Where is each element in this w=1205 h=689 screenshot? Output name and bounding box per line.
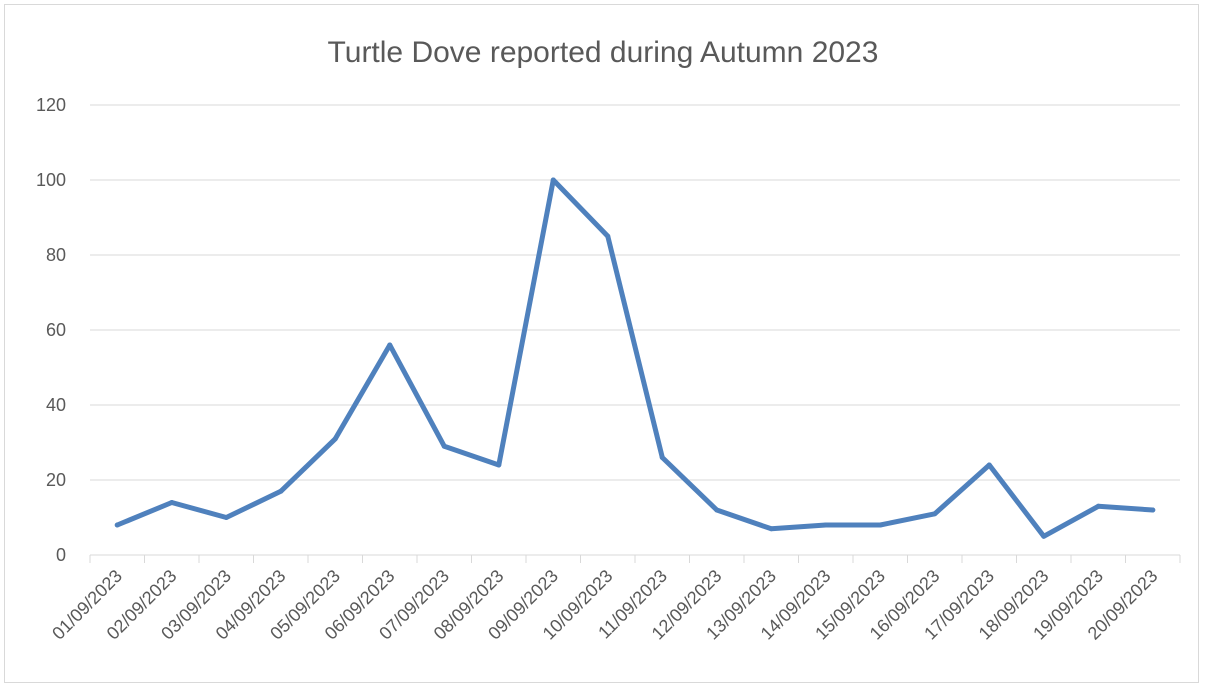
data-point bbox=[714, 507, 720, 513]
data-point bbox=[986, 462, 992, 468]
y-tick-label: 100 bbox=[36, 170, 66, 190]
data-point bbox=[278, 488, 284, 494]
series-layer bbox=[114, 177, 1156, 539]
data-point bbox=[169, 500, 175, 505]
chart-title: Turtle Dove reported during Autumn 2023 bbox=[328, 36, 879, 69]
data-point bbox=[496, 462, 502, 468]
data-point bbox=[387, 342, 393, 348]
data-point bbox=[332, 436, 338, 442]
gridlines bbox=[90, 104, 1180, 481]
y-axis: 0 20 40 60 80 100 120 bbox=[36, 95, 66, 565]
x-axis: 01/09/202302/09/202303/09/202304/09/2023… bbox=[48, 554, 1181, 644]
y-tick-label: 0 bbox=[56, 545, 66, 565]
chart-area bbox=[4, 4, 1199, 683]
data-point bbox=[1150, 507, 1156, 513]
y-tick-label: 60 bbox=[46, 320, 66, 340]
series-line bbox=[114, 177, 1156, 539]
data-point bbox=[114, 522, 120, 528]
data-point bbox=[1041, 533, 1047, 539]
y-tick-label: 80 bbox=[46, 245, 66, 265]
data-point bbox=[550, 177, 556, 183]
y-tick-label: 40 bbox=[46, 395, 66, 415]
data-point bbox=[768, 526, 774, 532]
data-point bbox=[659, 455, 665, 460]
y-tick-label: 20 bbox=[46, 470, 66, 490]
data-point bbox=[605, 233, 611, 239]
data-point bbox=[823, 522, 829, 528]
data-point bbox=[1095, 503, 1101, 509]
data-point bbox=[441, 443, 447, 449]
y-tick-label: 120 bbox=[36, 95, 66, 115]
data-point bbox=[223, 515, 229, 520]
data-point bbox=[932, 511, 938, 517]
data-point bbox=[877, 522, 883, 528]
